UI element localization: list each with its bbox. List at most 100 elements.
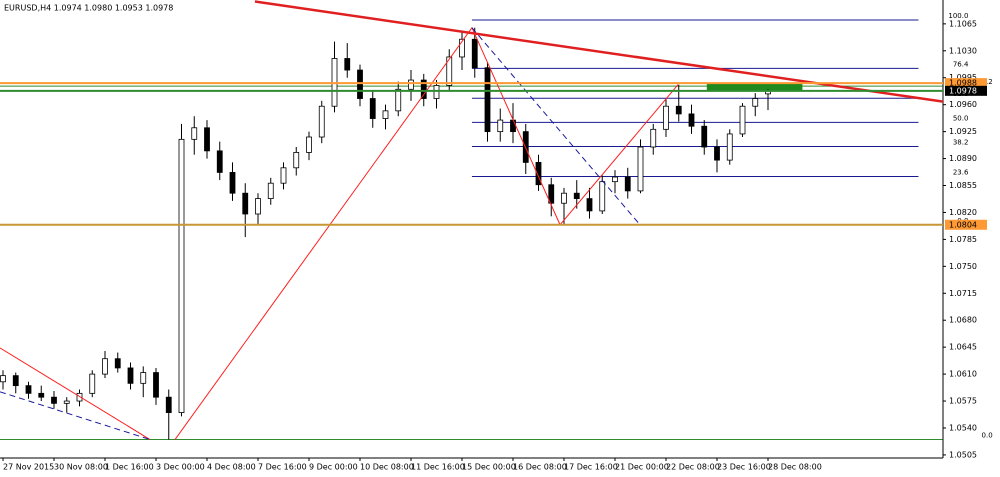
price-label: 1.0978 — [949, 86, 977, 95]
price-label-box — [945, 78, 987, 89]
candle-body — [204, 127, 210, 152]
trendline — [0, 391, 151, 441]
candle-body — [688, 113, 695, 127]
chart-title: EURUSD,H4 1.0974 1.0980 1.0953 1.0978 — [4, 4, 173, 13]
candle-body — [459, 38, 465, 58]
candle-body — [178, 138, 185, 413]
candle-body — [38, 392, 45, 398]
fib-label: 76.4 — [953, 60, 969, 68]
candle-body — [624, 176, 631, 192]
candle-body — [714, 146, 720, 161]
candle-body — [280, 167, 287, 184]
y-tick-label: 1.0645 — [949, 343, 977, 352]
x-tick-label: 23 Dec 16:00 — [717, 463, 771, 472]
y-tick-label: 1.0855 — [949, 181, 977, 190]
candle-body — [0, 375, 6, 383]
x-tick-label: 27 Nov 2015 — [3, 463, 54, 472]
candle-body — [726, 133, 733, 161]
x-tick-label: 1 Dec 16:00 — [105, 463, 154, 472]
x-tick-label: 4 Dec 08:00 — [207, 463, 256, 472]
candle-body — [586, 198, 593, 212]
candle-body — [701, 125, 708, 148]
trendline — [471, 27, 641, 226]
trendline — [254, 0, 944, 103]
candle-body — [25, 385, 32, 394]
candle-body — [561, 192, 567, 204]
x-tick-label: 7 Dec 16:00 — [258, 463, 307, 472]
price-label: 1.0804 — [949, 220, 977, 229]
candle-body — [63, 400, 70, 404]
y-tick-label: 1.0715 — [949, 289, 977, 298]
y-tick-label: 1.0785 — [949, 235, 977, 244]
x-tick-label: 21 Dec 00:00 — [615, 463, 669, 472]
y-tick-label: 1.1030 — [949, 46, 977, 55]
y-tick-label: 1.0995 — [949, 73, 977, 82]
y-tick-label: 1.0505 — [949, 450, 977, 459]
fib-label: 50.0 — [953, 114, 969, 122]
candle-body — [267, 182, 274, 199]
candle-body — [382, 110, 389, 119]
candle-body — [548, 184, 555, 204]
x-tick-label: 10 Dec 08:00 — [360, 463, 414, 472]
candle-body — [752, 98, 759, 107]
price-label-box — [945, 219, 987, 230]
candle-body — [510, 119, 516, 133]
y-tick-label: 1.0610 — [949, 370, 977, 379]
price-label-box — [945, 85, 987, 96]
y-tick-label: 1.0750 — [949, 262, 977, 271]
candle-body — [344, 58, 351, 71]
x-tick-label: 17 Dec 16:00 — [564, 463, 618, 472]
candle-body — [165, 396, 172, 413]
y-tick-label: 1.0540 — [949, 423, 977, 432]
candle-body — [497, 119, 504, 133]
y-tick-label: 1.1065 — [949, 19, 977, 28]
fib-label: 38.2 — [953, 139, 969, 147]
candle-body — [663, 105, 669, 130]
candle-body — [216, 150, 223, 173]
candle-body — [650, 128, 657, 148]
y-tick-label: 1.0890 — [949, 154, 977, 163]
candle-body — [535, 162, 542, 186]
candle-body — [408, 79, 414, 90]
candle-body — [114, 358, 121, 369]
candle-body — [127, 367, 134, 384]
candle-body — [255, 198, 261, 215]
candle-body — [89, 373, 96, 394]
trendline — [174, 26, 679, 440]
candle-body — [675, 105, 682, 115]
fib-label: 23.6 — [953, 168, 969, 176]
candle-body — [76, 392, 83, 402]
x-tick-label: 3 Dec 00:00 — [156, 463, 205, 472]
x-tick-label: 30 Nov 08:00 — [54, 463, 108, 472]
candle-body — [484, 67, 491, 133]
y-tick-label: 1.0960 — [949, 100, 977, 109]
price-label: 1.0988 — [949, 79, 977, 88]
fib-label: 100.0 — [948, 12, 968, 20]
candle-body — [191, 127, 198, 140]
y-tick-label: 1.0925 — [949, 127, 977, 136]
candle-body — [433, 85, 440, 99]
candle-body — [395, 88, 402, 112]
candle-body — [306, 136, 312, 153]
candle-body — [612, 176, 618, 183]
x-tick-label: 16 Dec 08:00 — [513, 463, 567, 472]
candle-body — [446, 56, 453, 86]
candle-body — [637, 146, 644, 192]
candle-body — [51, 396, 57, 404]
candle-body — [242, 192, 249, 215]
x-tick-label: 22 Dec 08:00 — [666, 463, 720, 472]
x-tick-label: 28 Dec 08:00 — [768, 463, 822, 472]
fib-label: 0.0 — [982, 432, 993, 440]
candle-body — [599, 181, 606, 212]
candle-body — [369, 98, 376, 119]
candle-body — [102, 358, 108, 375]
zone-rect — [706, 83, 803, 91]
candle-body — [153, 372, 159, 398]
x-tick-label: 11 Dec 16:00 — [411, 463, 465, 472]
candle-body — [318, 105, 325, 138]
candle-body — [357, 69, 363, 99]
candle-body — [573, 192, 580, 199]
candle-body — [140, 372, 147, 384]
